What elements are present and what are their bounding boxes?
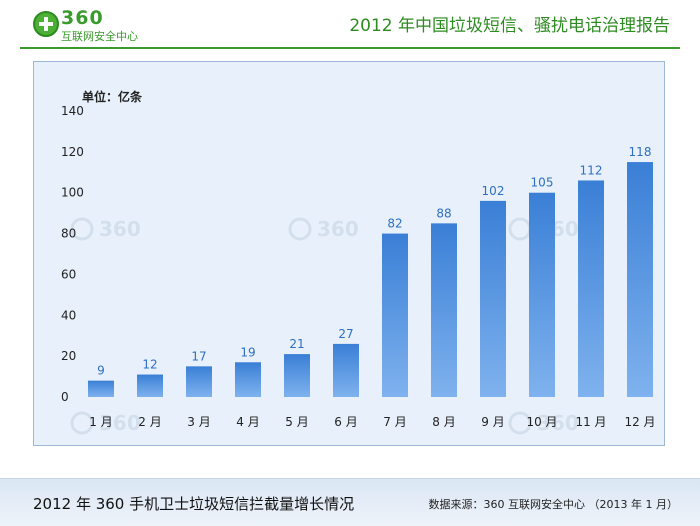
data-label: 82 [387,217,402,231]
header: 360 互联网安全中心 2012 年中国垃圾短信、骚扰电话治理报告 [0,0,700,48]
bar [284,354,310,397]
watermark-plus-icon [508,411,532,435]
data-label: 27 [338,327,353,341]
header-divider [20,47,680,49]
bar [186,366,212,397]
x-tick-label: 1 月 [89,415,112,429]
bar [137,374,163,397]
data-label: 17 [191,349,206,363]
data-label: 118 [629,145,652,159]
bar [333,343,359,397]
watermark-plus-icon [70,411,94,435]
data-label: 12 [142,358,157,372]
watermark-plus-icon [288,217,312,241]
data-label: 105 [531,176,554,190]
x-tick-label: 3 月 [187,415,210,429]
chart-caption: 2012 年 360 手机卫士垃圾短信拦截量增长情况 [33,495,355,513]
x-tick-label: 10 月 [526,415,557,429]
y-tick-label: 20 [61,349,76,363]
data-label: 19 [240,345,255,359]
x-tick-label: 2 月 [138,415,161,429]
x-tick-label: 11 月 [575,415,606,429]
data-source: 数据来源：360 互联网安全中心 （2013 年 1 月） [428,498,678,511]
watermark-text: 360 [99,411,141,435]
watermark-plus-icon [508,217,532,241]
bar [480,200,506,397]
y-tick-label: 40 [61,308,76,322]
watermark-text: 360 [537,411,579,435]
x-tick-label: 9 月 [481,415,504,429]
x-tick-label: 7 月 [383,415,406,429]
y-tick-label: 0 [61,390,69,404]
bar [382,233,408,397]
footer: 2012 年 360 手机卫士垃圾短信拦截量增长情况 数据来源：360 互联网安… [0,478,700,526]
report-title: 2012 年中国垃圾短信、骚扰电话治理报告 [349,16,670,36]
x-tick-label: 4 月 [236,415,259,429]
logo: 360 互联网安全中心 [33,7,173,43]
y-tick-label: 100 [61,186,84,200]
data-label: 9 [97,364,105,378]
x-tick-label: 8 月 [432,415,455,429]
watermark-plus-icon [70,217,94,241]
unit-label: 单位：亿条 [82,89,143,104]
bar [235,362,261,397]
y-tick-label: 80 [61,227,76,241]
bar [578,180,604,397]
data-label: 102 [482,184,505,198]
data-label: 112 [580,163,603,177]
bar [88,380,114,397]
bar [627,162,653,397]
watermark-text: 360 [317,217,359,241]
y-tick-label: 120 [61,145,84,159]
data-label: 21 [289,337,304,351]
watermark-text: 360 [99,217,141,241]
logo-number: 360 [61,7,104,29]
x-tick-label: 5 月 [285,415,308,429]
y-tick-label: 60 [61,267,76,281]
bar [431,223,457,397]
data-label: 88 [436,206,451,220]
y-tick-label: 140 [61,104,84,118]
x-tick-label: 12 月 [624,415,655,429]
logo-subtitle: 互联网安全中心 [61,30,138,43]
x-tick-label: 6 月 [334,415,357,429]
bar [529,192,555,397]
logo-plus-icon [33,11,59,37]
